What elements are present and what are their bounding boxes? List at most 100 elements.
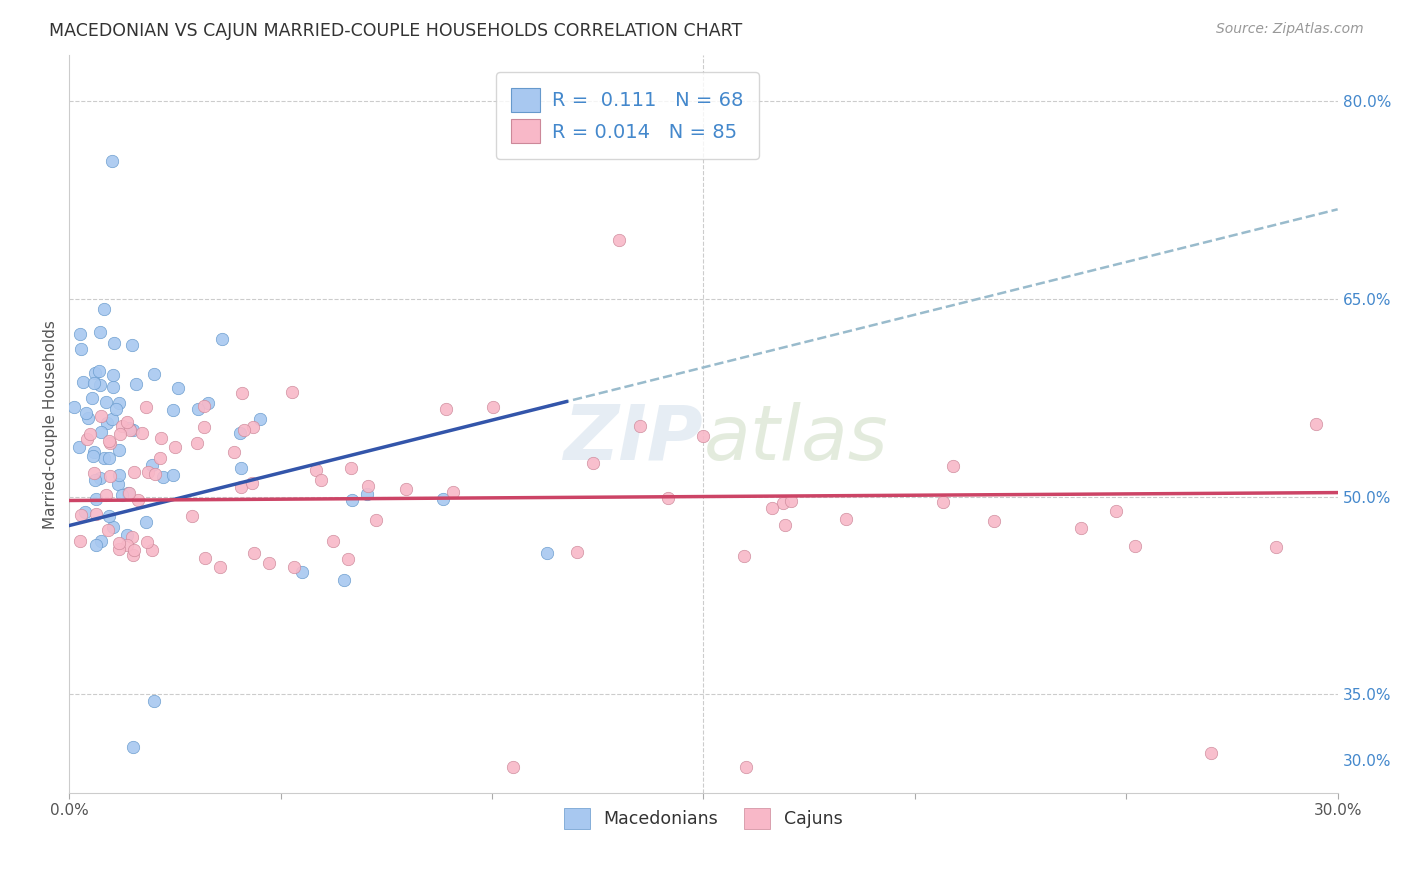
- Point: [86, 491, 108, 506]
- Point: [143, 368, 166, 382]
- Point: [97, 523, 120, 537]
- Point: [100, 153, 122, 168]
- Point: [96, 416, 118, 430]
- Point: [582, 456, 605, 470]
- Point: [83, 376, 105, 390]
- Text: ZIP: ZIP: [564, 401, 703, 475]
- Point: [70, 342, 93, 356]
- Point: [107, 477, 129, 491]
- Point: [733, 549, 755, 563]
- Point: [124, 377, 146, 392]
- Point: [165, 440, 187, 454]
- Point: [122, 465, 145, 479]
- Point: [117, 486, 139, 500]
- Point: [89, 325, 111, 339]
- Legend: Macedonians, Cajuns: Macedonians, Cajuns: [557, 801, 851, 836]
- Point: [122, 548, 145, 562]
- Point: [90, 533, 112, 548]
- Point: [242, 419, 264, 434]
- Point: [240, 475, 263, 490]
- Point: [141, 458, 163, 472]
- Point: [311, 473, 333, 487]
- Point: [194, 551, 217, 566]
- Point: [94, 488, 117, 502]
- Point: [111, 418, 134, 433]
- Point: [336, 551, 359, 566]
- Point: [103, 336, 125, 351]
- Point: [193, 419, 215, 434]
- Point: [657, 491, 679, 505]
- Point: [187, 401, 209, 416]
- Point: [1105, 503, 1128, 517]
- Point: [76, 432, 98, 446]
- Point: [115, 415, 138, 429]
- Point: [108, 396, 131, 410]
- Point: [607, 233, 630, 247]
- Point: [101, 520, 124, 534]
- Point: [90, 409, 112, 423]
- Point: [502, 759, 524, 773]
- Point: [121, 338, 143, 352]
- Point: [115, 538, 138, 552]
- Point: [83, 445, 105, 459]
- Point: [141, 542, 163, 557]
- Point: [127, 493, 149, 508]
- Text: MACEDONIAN VS CAJUN MARRIED-COUPLE HOUSEHOLDS CORRELATION CHART: MACEDONIAN VS CAJUN MARRIED-COUPLE HOUSE…: [49, 22, 742, 40]
- Point: [780, 494, 803, 508]
- Point: [84, 538, 107, 552]
- Point: [118, 485, 141, 500]
- Point: [143, 467, 166, 481]
- Point: [104, 402, 127, 417]
- Point: [108, 467, 131, 482]
- Point: [356, 487, 378, 501]
- Point: [628, 418, 651, 433]
- Text: atlas: atlas: [703, 401, 889, 475]
- Point: [567, 545, 589, 559]
- Point: [108, 541, 131, 556]
- Point: [283, 559, 305, 574]
- Point: [82, 449, 104, 463]
- Point: [93, 450, 115, 465]
- Point: [222, 445, 245, 459]
- Point: [340, 461, 363, 475]
- Point: [942, 458, 965, 473]
- Point: [96, 395, 118, 409]
- Point: [135, 400, 157, 414]
- Point: [536, 546, 558, 560]
- Point: [149, 431, 172, 445]
- Point: [69, 533, 91, 548]
- Point: [692, 429, 714, 443]
- Point: [97, 509, 120, 524]
- Point: [434, 402, 457, 417]
- Point: [115, 528, 138, 542]
- Y-axis label: Married-couple Households: Married-couple Households: [44, 319, 58, 528]
- Point: [110, 426, 132, 441]
- Point: [441, 485, 464, 500]
- Point: [482, 401, 505, 415]
- Text: Source: ZipAtlas.com: Source: ZipAtlas.com: [1216, 22, 1364, 37]
- Point: [356, 479, 378, 493]
- Point: [835, 511, 858, 525]
- Point: [395, 483, 418, 497]
- Point: [772, 496, 794, 510]
- Point: [229, 425, 252, 440]
- Point: [305, 463, 328, 477]
- Point: [101, 380, 124, 394]
- Point: [152, 470, 174, 484]
- Point: [120, 423, 142, 437]
- Point: [281, 384, 304, 399]
- Point: [111, 488, 134, 502]
- Point: [84, 473, 107, 487]
- Point: [86, 507, 108, 521]
- Point: [89, 378, 111, 392]
- Point: [97, 451, 120, 466]
- Point: [142, 694, 165, 708]
- Point: [249, 412, 271, 426]
- Point: [118, 421, 141, 435]
- Point: [193, 400, 215, 414]
- Point: [364, 513, 387, 527]
- Point: [1199, 747, 1222, 761]
- Point: [122, 542, 145, 557]
- Point: [76, 410, 98, 425]
- Point: [149, 451, 172, 466]
